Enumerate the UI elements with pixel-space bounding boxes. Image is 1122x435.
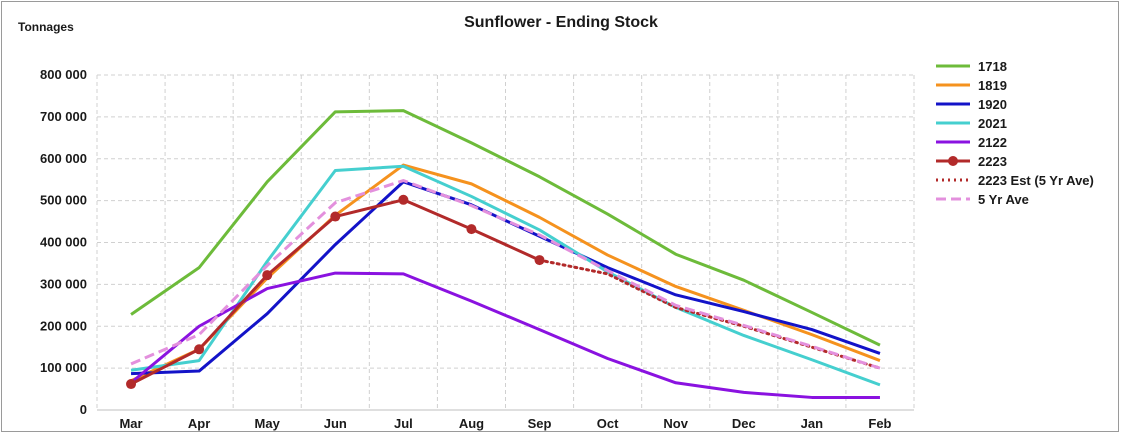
data-point-2223 <box>262 270 273 281</box>
x-tick-label: Dec <box>732 416 756 431</box>
series-line-1718 <box>130 109 881 347</box>
x-tick-label: Jul <box>394 416 413 431</box>
legend-label-1718: 1718 <box>978 59 1007 74</box>
y-tick-label: 800 000 <box>40 67 87 82</box>
legend-label-2021: 2021 <box>978 116 1007 131</box>
y-axis-label: Tonnages <box>18 20 74 34</box>
series-line-1920 <box>130 180 881 376</box>
x-tick-label: May <box>255 416 281 431</box>
legend-marker-2223 <box>948 156 958 166</box>
y-tick-label: 300 000 <box>40 276 87 291</box>
data-point-2223 <box>194 344 205 355</box>
data-point-2223 <box>330 211 341 222</box>
y-tick-label: 200 000 <box>40 318 87 333</box>
series-line-2122 <box>130 271 880 399</box>
legend-label-1819: 1819 <box>978 78 1007 93</box>
legend: 1718 1819 1920 2021 2122 2223 2223 Est (5 Yr A… <box>936 59 1094 207</box>
legend-label-1920: 1920 <box>978 97 1007 112</box>
y-tick-label: 500 000 <box>40 193 87 208</box>
x-tick-label: Aug <box>459 416 484 431</box>
series-line-5-yr-ave <box>130 179 881 370</box>
x-tick-label: Mar <box>119 416 142 431</box>
x-tick-label: Sep <box>528 416 552 431</box>
y-tick-label: 0 <box>80 402 87 417</box>
x-tick-label: Apr <box>188 416 210 431</box>
x-tick-label: Nov <box>663 416 688 431</box>
x-tick-label: Jan <box>801 416 823 431</box>
series-line-2223 <box>130 198 541 386</box>
legend-label-2223-est-5-yr-ave: 2223 Est (5 Yr Ave) <box>978 173 1094 188</box>
x-tick-label: Feb <box>868 416 891 431</box>
y-tick-label: 100 000 <box>40 360 87 375</box>
legend-label-2122: 2122 <box>978 135 1007 150</box>
legend-label-2223: 2223 <box>978 154 1007 169</box>
series-lines <box>126 109 882 399</box>
data-point-2223 <box>466 224 477 235</box>
chart-title: Sunflower - Ending Stock <box>464 14 658 31</box>
data-point-2223 <box>398 194 409 205</box>
y-tick-label: 600 000 <box>40 151 87 166</box>
axes: 0 100 000 200 000 300 000 400 000 500 000 600 … <box>40 67 914 431</box>
x-tick-label: Jun <box>324 416 347 431</box>
data-point-2223 <box>126 379 137 390</box>
x-tick-label: Oct <box>597 416 619 431</box>
y-tick-label: 700 000 <box>40 109 87 124</box>
y-tick-label: 400 000 <box>40 235 87 250</box>
legend-label-5-yr-ave: 5 Yr Ave <box>978 192 1029 207</box>
